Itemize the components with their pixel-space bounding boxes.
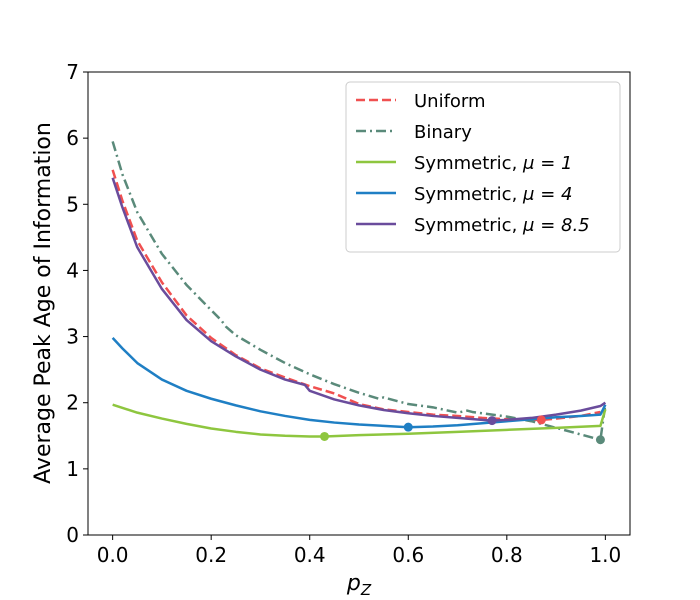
legend: Uniform Binary Symmetric, μ = 1 Symmetric, …: [345, 81, 621, 253]
y-tick-label: 2: [66, 391, 79, 415]
series-marker-4: [487, 416, 497, 426]
x-tick-label: 0.2: [195, 543, 227, 567]
legend-label-1: Binary: [414, 122, 472, 143]
y-tick-label: 5: [66, 192, 79, 216]
y-axis: 0 1 2 3 4 5 6 7: [66, 60, 88, 547]
series-line-2: [112, 403, 607, 438]
x-tick-label: 0.4: [294, 543, 326, 567]
y-tick-label: 0: [66, 523, 79, 547]
series-line-3: [111, 337, 607, 429]
x-axis-label: pZ: [346, 571, 372, 599]
series-marker-3: [403, 422, 413, 432]
y-tick-label: 6: [66, 126, 79, 150]
legend-label-4: Symmetric, μ = 8.5: [414, 215, 590, 236]
series-line-4: [111, 177, 607, 422]
series-marker-0: [536, 415, 546, 425]
legend-box: [345, 81, 621, 253]
y-axis-label: Average Peak Age of Information: [31, 122, 56, 484]
legend-label-0: Uniform: [414, 91, 486, 112]
series-marker-2: [320, 431, 330, 441]
y-tick-label: 3: [66, 325, 79, 349]
plot-frame: [87, 71, 631, 536]
x-tick-label: 1.0: [589, 543, 621, 567]
y-tick-label: 1: [66, 457, 79, 481]
marker-layer: [320, 415, 605, 445]
y-tick-label: 4: [66, 258, 79, 282]
x-tick-label: 0.0: [97, 543, 129, 567]
x-tick-label: 0.8: [491, 543, 523, 567]
y-tick-label: 7: [66, 60, 79, 84]
legend-entries: Uniform Binary Symmetric, μ = 1 Symmetric, …: [356, 91, 590, 236]
legend-label-2: Symmetric, μ = 1: [414, 153, 572, 174]
legend-label-3: Symmetric, μ = 4: [414, 184, 572, 205]
series-marker-1: [595, 435, 605, 445]
x-tick-label: 0.6: [392, 543, 424, 567]
x-axis: 0.0 0.2 0.4 0.6 0.8 1.0: [97, 535, 621, 567]
